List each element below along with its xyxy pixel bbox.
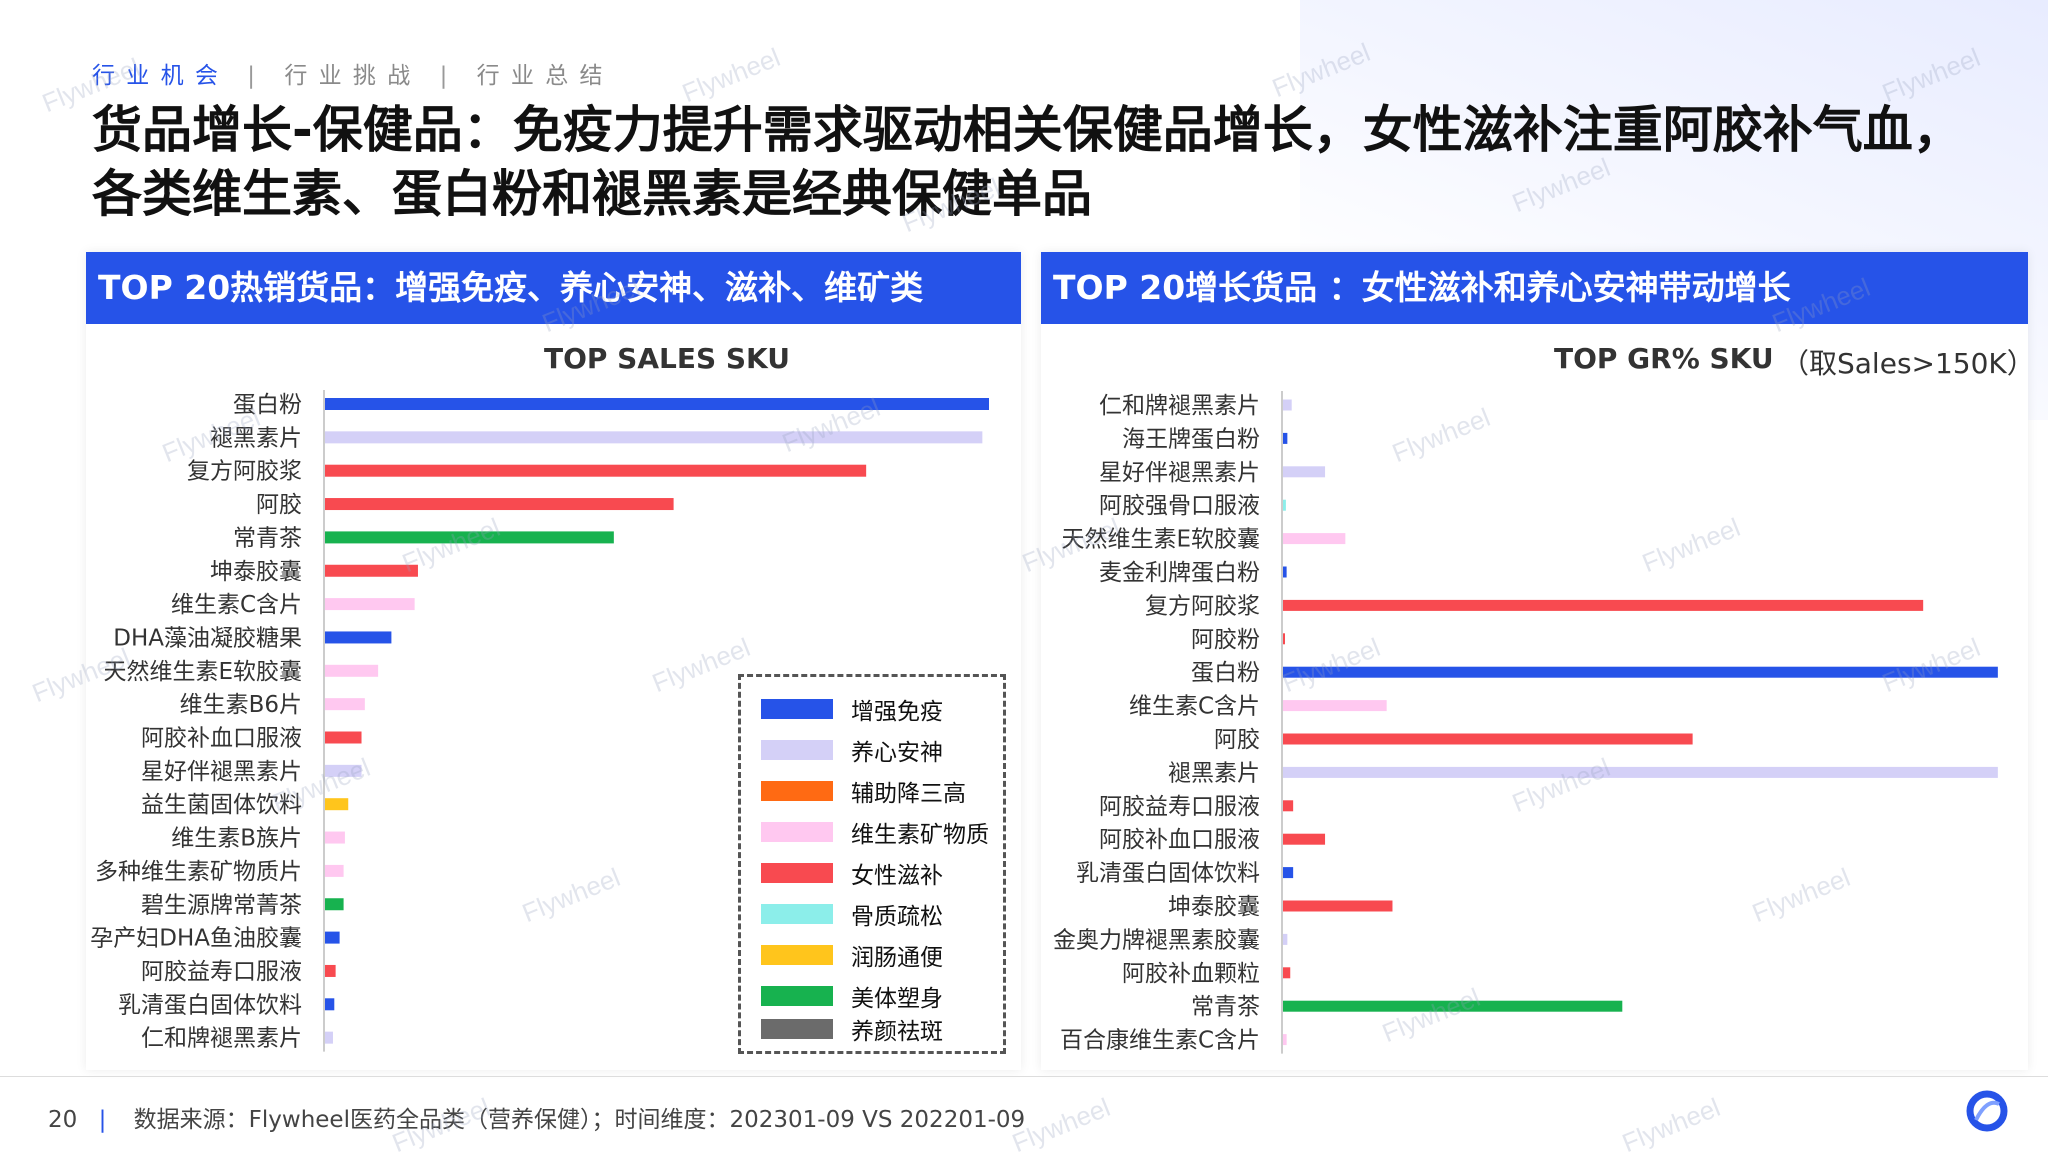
left-chart-title: TOP SALES SKU — [544, 342, 790, 375]
legend-swatch — [761, 822, 833, 842]
legend-label: 增强免疫 — [851, 699, 943, 725]
page-title: 货品增长-保健品：免疫力提升需求驱动相关保健品增长，女性滋补注重阿胶补气血，各类… — [92, 101, 1963, 223]
legend-swatch — [761, 863, 833, 883]
nav-separator: | — [439, 63, 450, 89]
legend-label: 润肠通便 — [851, 945, 943, 971]
legend-label: 女性滋补 — [851, 863, 943, 889]
legend-item: 骨质疏松 — [761, 896, 943, 932]
right-chart-note: （取Sales>150K） — [1781, 347, 2035, 380]
right-panel-header: TOP 20增长货品 ：女性滋补和养心安神带动增长 — [1041, 252, 2028, 324]
watermark: Flywheel — [1617, 1091, 1725, 1159]
legend-item: 女性滋补 — [761, 855, 943, 891]
legend-swatch — [761, 699, 833, 719]
nav-item-challenge[interactable]: 行 业 挑 战 — [284, 63, 413, 89]
legend-swatch — [761, 781, 833, 801]
legend-swatch — [761, 986, 833, 1006]
legend-label: 辅助降三高 — [851, 781, 966, 807]
legend-item: 润肠通便 — [761, 937, 943, 973]
legend-label: 维生素矿物质 — [851, 822, 989, 848]
footer-divider — [0, 1076, 2048, 1077]
footer: 20 | 数据来源：Flywheel医药全品类（营养保健）；时间维度：20230… — [48, 1100, 1025, 1134]
page-number: 20 — [48, 1107, 78, 1133]
legend-item: 美体塑身 — [761, 978, 943, 1014]
legend-item: 养颜祛斑 — [761, 1011, 943, 1047]
nav-item-opportunity[interactable]: 行 业 机 会 — [92, 63, 220, 89]
data-source: 数据来源：Flywheel医药全品类（营养保健）；时间维度：202301-09 … — [133, 1107, 1026, 1133]
flywheel-logo-icon — [1966, 1090, 2008, 1132]
legend-swatch — [761, 1019, 833, 1039]
legend-item: 养心安神 — [761, 732, 943, 768]
legend-label: 养颜祛斑 — [851, 1019, 943, 1045]
footer-separator: | — [98, 1107, 107, 1133]
legend-item: 维生素矿物质 — [761, 814, 989, 850]
section-nav: 行 业 机 会 | 行 业 挑 战 | 行 业 总 结 — [92, 56, 605, 90]
legend-swatch — [761, 945, 833, 965]
legend-label: 骨质疏松 — [851, 904, 943, 930]
chart-legend: 增强免疫 养心安神 辅助降三高 维生素矿物质 女性滋补 骨质疏松 润肠通便 美体… — [738, 674, 1006, 1054]
right-panel: TOP 20增长货品 ：女性滋补和养心安神带动增长 TOP GR% SKU （取… — [1041, 252, 2035, 1070]
legend-swatch — [761, 740, 833, 760]
nav-item-summary[interactable]: 行 业 总 结 — [476, 63, 605, 89]
legend-swatch — [761, 904, 833, 924]
legend-label: 美体塑身 — [851, 986, 943, 1012]
right-chart-title: TOP GR% SKU — [1554, 342, 1774, 375]
left-panel-header: TOP 20热销货品：增强免疫、养心安神、滋补、维矿类 — [86, 252, 1021, 324]
legend-item: 增强免疫 — [761, 691, 943, 727]
legend-label: 养心安神 — [851, 740, 943, 766]
legend-item: 辅助降三高 — [761, 773, 966, 809]
nav-separator: | — [247, 63, 257, 89]
